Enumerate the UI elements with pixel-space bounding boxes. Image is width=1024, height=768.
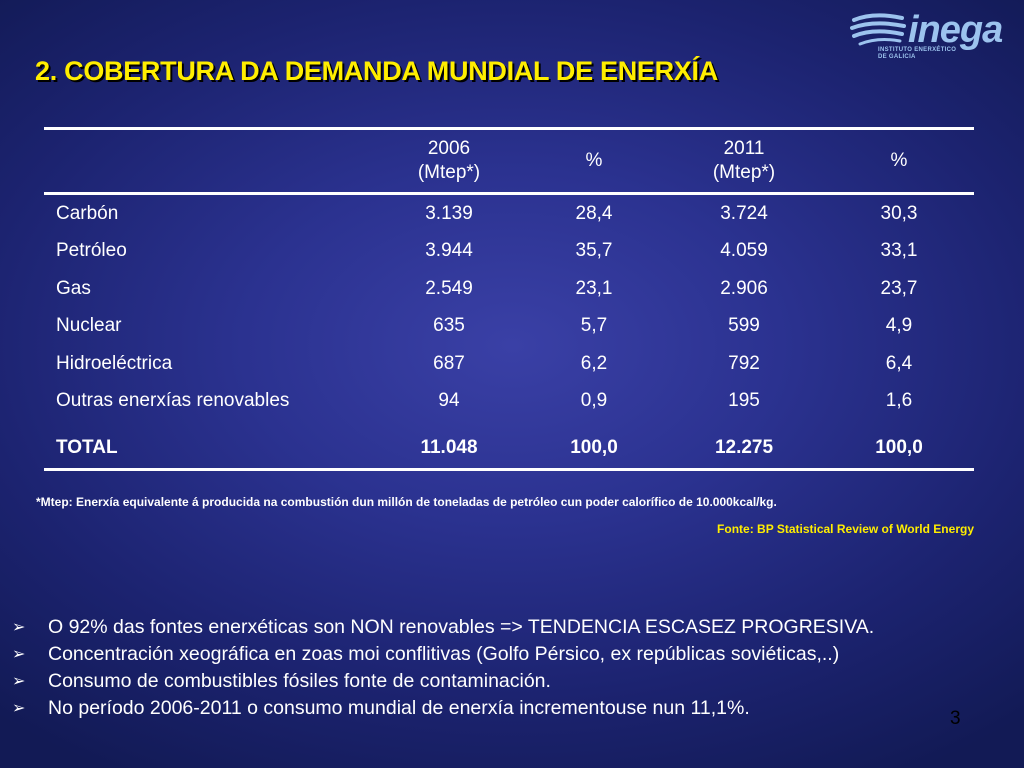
- total-pct-2011: 100,0: [875, 437, 923, 458]
- cell-2006: 635: [433, 315, 465, 337]
- header-pct-2011: %: [890, 150, 908, 171]
- energy-demand-table: 2006 (Mtep*) % 2011 (Mtep*) % Carbón 3.1…: [44, 127, 974, 471]
- cell-2011: 792: [728, 352, 760, 374]
- cell-pct-2006: 28,4: [575, 202, 613, 224]
- cell-pct-2011: 23,7: [880, 277, 918, 299]
- cell-pct-2006: 6,2: [580, 352, 608, 374]
- cell-2011: 4.059: [720, 240, 768, 262]
- total-2011: 12.275: [714, 437, 774, 458]
- bullet-item: ➢ No período 2006-2011 o consumo mundial…: [12, 695, 874, 722]
- source-citation: Fonte: BP Statistical Review of World En…: [717, 522, 974, 536]
- cell-pct-2011: 6,4: [885, 352, 913, 374]
- table-row: Carbón 3.139 28,4 3.724 30,3: [44, 194, 974, 233]
- table-row: Outras enerxías renovables 94 0,9 195 1,…: [44, 383, 974, 421]
- bullet-list: ➢ O 92% das fontes enerxéticas son NON r…: [12, 614, 874, 722]
- cell-pct-2006: 5,7: [580, 315, 608, 337]
- arrow-bullet-icon: ➢: [12, 646, 26, 663]
- row-label: Nuclear: [56, 315, 122, 337]
- cell-pct-2006: 35,7: [575, 240, 613, 262]
- table-row: Gas 2.549 23,1 2.906 23,7: [44, 270, 974, 308]
- bullet-item: ➢ Consumo de combustibles fósiles fonte …: [12, 668, 874, 695]
- bullet-item: ➢ Concentración xeográfica en zoas moi c…: [12, 641, 874, 668]
- bullet-text: Consumo de combustibles fósiles fonte de…: [48, 670, 551, 692]
- bullet-text: No período 2006-2011 o consumo mundial d…: [48, 697, 750, 719]
- header-blank: [44, 129, 374, 194]
- cell-2006: 3.139: [425, 202, 473, 224]
- table-spacer-row: [44, 420, 974, 428]
- cell-2006: 94: [438, 390, 460, 412]
- cell-2011: 2.906: [720, 277, 768, 299]
- cell-2011: 599: [728, 315, 760, 337]
- cell-2006: 2.549: [425, 277, 473, 299]
- page-title: 2. COBERTURA DA DEMANDA MUNDIAL DE ENERX…: [35, 56, 718, 86]
- table-total-row: TOTAL 11.048 100,0 12.275 100,0: [44, 428, 974, 470]
- total-pct-2006: 100,0: [570, 437, 618, 458]
- table-header-row: 2006 (Mtep*) % 2011 (Mtep*) %: [44, 128, 974, 194]
- header-2006: 2006 (Mtep*): [417, 138, 481, 183]
- cell-pct-2011: 30,3: [880, 202, 918, 224]
- arrow-bullet-icon: ➢: [12, 619, 26, 636]
- cell-2006: 687: [433, 352, 465, 374]
- energy-table-container: 2006 (Mtep*) % 2011 (Mtep*) % Carbón 3.1…: [44, 127, 974, 471]
- cell-pct-2006: 23,1: [575, 277, 613, 299]
- cell-pct-2011: 1,6: [885, 390, 913, 412]
- cell-pct-2006: 0,9: [580, 390, 608, 412]
- logo-wordmark: inega: [908, 9, 1003, 51]
- logo-subtitle: INSTITUTO ENERXÉTICO DE GALICIA: [878, 47, 957, 60]
- cell-pct-2011: 33,1: [880, 240, 918, 262]
- arrow-bullet-icon: ➢: [12, 673, 26, 690]
- bullet-text: O 92% das fontes enerxéticas son NON ren…: [48, 616, 875, 638]
- cell-2011: 3.724: [720, 202, 768, 224]
- row-label: Petróleo: [56, 240, 127, 262]
- header-2011: 2011 (Mtep*): [712, 138, 776, 183]
- bullet-text: Concentración xeográfica en zoas moi con…: [48, 643, 840, 665]
- cell-2006: 3.944: [425, 240, 473, 262]
- row-label: Hidroeléctrica: [56, 352, 173, 374]
- cell-2011: 195: [728, 390, 760, 412]
- table-row: Nuclear 635 5,7 599 4,9: [44, 308, 974, 346]
- logo-waves-icon: [850, 13, 906, 46]
- row-label: Carbón: [56, 202, 119, 224]
- total-label: TOTAL: [56, 437, 118, 458]
- row-label: Outras enerxías renovables: [56, 390, 290, 412]
- row-label: Gas: [56, 277, 91, 299]
- table-row: Hidroeléctrica 687 6,2 792 6,4: [44, 345, 974, 383]
- bullet-item: ➢ O 92% das fontes enerxéticas son NON r…: [12, 614, 874, 641]
- total-2006: 11.048: [420, 437, 478, 458]
- inega-logo: inega INSTITUTO ENERXÉTICO DE GALICIA: [850, 10, 1015, 65]
- page-number: 3: [950, 708, 961, 729]
- header-pct-2006: %: [585, 150, 603, 171]
- footnote-mtep: *Mtep: Enerxía equivalente á producida n…: [36, 495, 777, 509]
- table-row: Petróleo 3.944 35,7 4.059 33,1: [44, 233, 974, 271]
- arrow-bullet-icon: ➢: [12, 700, 26, 717]
- cell-pct-2011: 4,9: [885, 315, 913, 337]
